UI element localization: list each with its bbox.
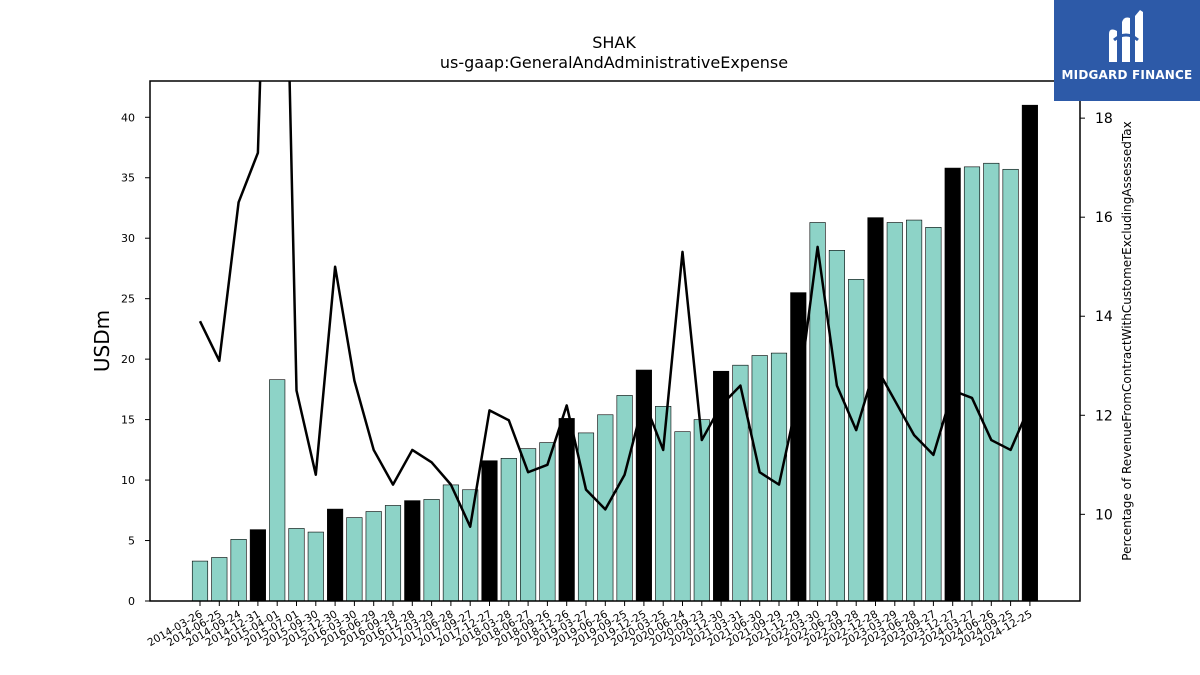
y-axis-label: USDm <box>90 310 114 372</box>
bar-2024-12-25 <box>1021 104 1038 602</box>
y-tick-label: 20 <box>121 353 135 366</box>
x-axis: 2014-03-262014-06-252014-09-242014-12-31… <box>146 601 1034 649</box>
chart-subtitle: us-gaap:GeneralAndAdministrativeExpense <box>440 53 788 72</box>
chart-title: SHAK <box>592 33 636 52</box>
bar-2018-03-28 <box>500 457 517 602</box>
y-tick-label: 30 <box>121 232 135 245</box>
y-tick-label: 10 <box>121 474 135 487</box>
bar-2021-06-30 <box>751 355 768 602</box>
bar-2016-12-28 <box>404 500 421 602</box>
bar-2023-12-27 <box>944 167 961 602</box>
y2-tick-label: 18 <box>1095 111 1113 127</box>
bar-2018-12-26 <box>558 418 575 602</box>
plot-frame <box>149 80 1081 602</box>
bar-2021-12-29 <box>790 292 807 602</box>
y-tick-label: 15 <box>121 414 135 427</box>
bar-2020-09-23 <box>693 419 710 602</box>
bar-2015-04-01 <box>269 379 286 602</box>
bar-2017-09-27 <box>462 489 479 602</box>
y-tick-label: 40 <box>121 111 135 124</box>
bar-2014-09-24 <box>230 539 247 602</box>
y2-axis-label: Percentage of RevenueFromContractWithCus… <box>1120 121 1134 560</box>
bar-2016-09-28 <box>384 505 402 602</box>
bar-2014-12-31 <box>249 529 266 602</box>
y-axis: 0 5 10 15 20 25 30 35 40 <box>121 111 150 608</box>
bar-2022-06-29 <box>828 250 845 602</box>
bar-2022-09-28 <box>848 279 865 602</box>
brand-logo: MIDGARD FINANCE <box>1054 0 1200 101</box>
series-line <box>198 81 1032 528</box>
bar-2016-06-29 <box>365 511 382 602</box>
bar-2023-09-27 <box>925 227 942 602</box>
y-tick-label: 5 <box>128 535 135 548</box>
bar-2016-03-30 <box>346 517 363 602</box>
y2-axis: 10 12 14 16 18 <box>1080 111 1113 523</box>
bar-2021-03-31 <box>732 364 749 602</box>
bar-2019-09-25 <box>616 395 633 602</box>
bar-2014-03-26 <box>191 560 209 602</box>
bar-2024-03-27 <box>963 166 981 602</box>
bar-2017-03-29 <box>423 499 440 602</box>
bar-2017-12-27 <box>481 460 498 602</box>
bars-group <box>191 104 1038 602</box>
brand-name: MIDGARD FINANCE <box>1061 68 1193 82</box>
bar-2014-06-25 <box>211 557 228 602</box>
logo-mark-icon <box>1109 10 1143 62</box>
bar-2021-09-29 <box>770 352 788 602</box>
y2-tick-label: 10 <box>1095 507 1113 523</box>
line-layer <box>198 81 1032 528</box>
y2-tick-label: 14 <box>1095 309 1113 325</box>
y-tick-label: 35 <box>121 172 135 185</box>
bar-2015-07-01 <box>288 528 305 602</box>
bar-2017-06-28 <box>442 484 459 602</box>
bar-2022-12-28 <box>867 217 884 602</box>
bar-2019-03-27 <box>577 432 595 602</box>
bar-2015-09-30 <box>307 531 324 602</box>
y-tick-label: 25 <box>121 293 135 306</box>
bar-2024-06-26 <box>983 162 1000 602</box>
bar-2023-06-28 <box>906 219 923 602</box>
y-tick-label: 0 <box>128 595 135 608</box>
y2-tick-label: 12 <box>1095 408 1113 424</box>
bar-2024-09-25 <box>1002 168 1019 602</box>
y2-tick-label: 16 <box>1095 210 1113 226</box>
bar-2015-12-30 <box>327 508 344 602</box>
bar-2020-06-24 <box>674 431 691 602</box>
